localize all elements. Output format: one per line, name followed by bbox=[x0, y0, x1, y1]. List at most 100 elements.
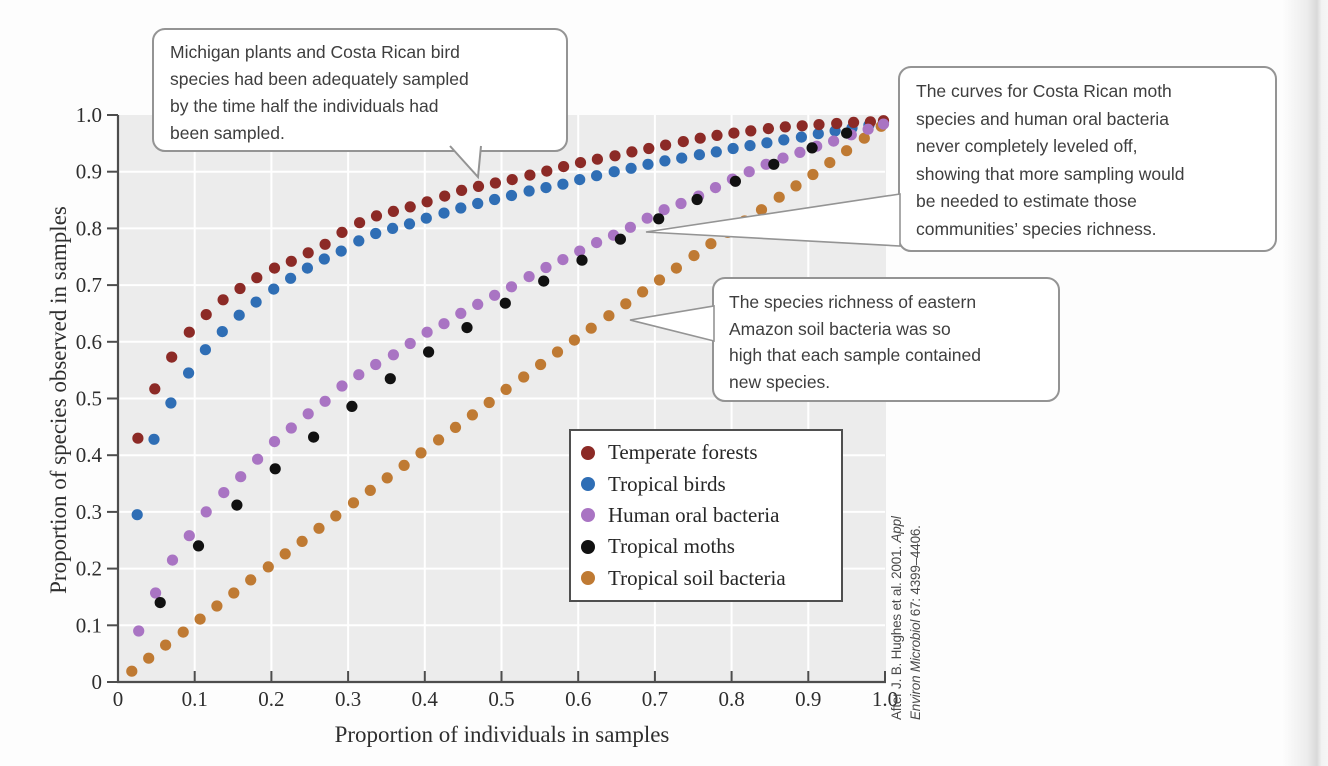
data-point bbox=[505, 281, 518, 293]
data-point bbox=[518, 371, 530, 383]
citation-journal-italic: Environ Microbiol bbox=[908, 619, 923, 720]
data-point bbox=[131, 509, 143, 521]
data-point bbox=[641, 212, 653, 224]
data-point bbox=[691, 193, 703, 206]
data-point bbox=[353, 369, 365, 381]
data-point bbox=[739, 215, 751, 227]
legend-item-label: Tropical birds bbox=[608, 471, 726, 496]
data-point bbox=[794, 146, 806, 158]
data-point bbox=[620, 298, 632, 310]
data-point bbox=[455, 202, 467, 214]
data-point bbox=[710, 146, 722, 158]
data-point bbox=[709, 182, 722, 194]
data-point bbox=[354, 217, 366, 229]
data-point bbox=[761, 137, 773, 149]
data-point bbox=[404, 337, 416, 350]
data-point bbox=[456, 184, 468, 196]
data-point bbox=[540, 261, 552, 274]
data-point bbox=[659, 155, 671, 167]
citation-journal-italic: Appl bbox=[889, 516, 904, 543]
data-point bbox=[558, 161, 570, 173]
x-tick-label: 0.5 bbox=[488, 687, 514, 711]
x-axis-title: Proportion of individuals in samples bbox=[334, 722, 670, 747]
data-point bbox=[472, 298, 484, 310]
x-tick-label: 0.3 bbox=[335, 687, 361, 711]
citation-text: 67: 4399–4406. bbox=[908, 525, 923, 620]
data-point bbox=[183, 530, 195, 542]
data-point bbox=[384, 373, 396, 385]
data-point bbox=[269, 463, 281, 475]
data-point bbox=[466, 409, 478, 421]
data-point bbox=[415, 447, 427, 459]
data-point bbox=[302, 408, 314, 420]
x-tick-label: 0 bbox=[113, 687, 124, 711]
data-point bbox=[370, 210, 383, 222]
human-oral-bacteria-swatch-icon bbox=[581, 508, 595, 523]
y-tick-label: 0.1 bbox=[76, 613, 102, 637]
data-point bbox=[439, 190, 451, 202]
data-point bbox=[192, 540, 205, 552]
data-point bbox=[148, 433, 160, 445]
data-point bbox=[824, 157, 836, 169]
data-point bbox=[796, 120, 808, 132]
data-point bbox=[318, 253, 330, 265]
data-point bbox=[404, 201, 416, 213]
data-point bbox=[200, 309, 212, 321]
data-point bbox=[722, 226, 734, 238]
data-point bbox=[166, 554, 179, 566]
data-point bbox=[455, 307, 467, 319]
axes: 0 0.1 0.2 0.3 0.4 0.5 0.6 0.7 0.8 0.9 1.0 0 0.1 0.2 0.… bbox=[76, 103, 898, 711]
data-point bbox=[438, 207, 450, 219]
data-point bbox=[557, 254, 569, 266]
data-point bbox=[574, 245, 586, 257]
data-point bbox=[381, 472, 393, 484]
data-point bbox=[200, 506, 212, 518]
data-point bbox=[183, 326, 195, 338]
data-point bbox=[336, 380, 348, 392]
data-point bbox=[166, 351, 178, 363]
data-point bbox=[614, 233, 627, 245]
data-point bbox=[625, 162, 637, 174]
y-tick-label: 0.5 bbox=[76, 387, 102, 411]
data-point bbox=[705, 238, 717, 250]
data-point bbox=[677, 136, 689, 148]
data-point bbox=[461, 322, 473, 334]
data-point bbox=[676, 152, 688, 164]
data-point bbox=[231, 499, 243, 511]
data-point bbox=[285, 255, 297, 267]
data-point bbox=[499, 297, 511, 309]
data-point bbox=[251, 272, 263, 284]
data-point bbox=[489, 177, 501, 189]
data-point bbox=[387, 349, 399, 361]
data-point bbox=[591, 170, 603, 182]
data-point bbox=[807, 168, 819, 181]
data-point bbox=[319, 395, 331, 407]
data-point bbox=[762, 123, 775, 135]
data-point bbox=[505, 189, 518, 202]
y-axis-title: Proportion of species observed in sample… bbox=[46, 206, 71, 594]
data-point bbox=[779, 121, 791, 133]
data-point bbox=[591, 153, 604, 165]
data-point bbox=[711, 129, 723, 141]
data-point bbox=[132, 432, 144, 444]
data-point bbox=[252, 453, 264, 465]
data-point bbox=[591, 237, 603, 249]
data-point bbox=[364, 484, 376, 496]
data-point bbox=[877, 118, 890, 130]
legend-item-tropical-birds: Tropical birds bbox=[571, 472, 841, 497]
legend: Temperate forests Tropical birds Human o… bbox=[569, 429, 843, 602]
data-point bbox=[235, 471, 247, 483]
data-point bbox=[370, 358, 382, 371]
data-point bbox=[421, 196, 433, 208]
data-point bbox=[150, 587, 162, 599]
x-tick-label: 0.9 bbox=[795, 687, 821, 711]
data-point bbox=[302, 247, 314, 259]
data-point bbox=[551, 346, 564, 358]
data-point bbox=[660, 139, 672, 151]
data-point bbox=[778, 134, 790, 146]
legend-item-label: Tropical moths bbox=[608, 534, 735, 559]
data-point bbox=[154, 597, 166, 609]
data-point bbox=[160, 639, 172, 651]
data-point bbox=[133, 625, 145, 637]
y-tick-label: 1.0 bbox=[76, 103, 102, 127]
